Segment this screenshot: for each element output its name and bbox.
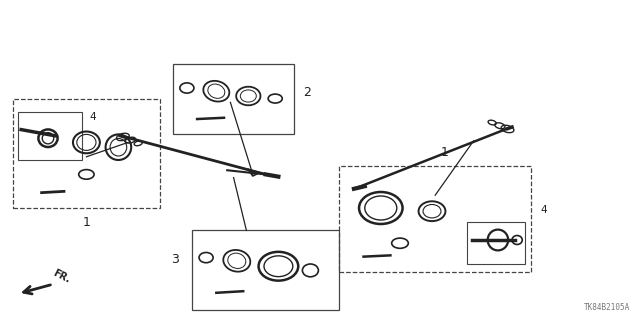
Bar <box>192 230 339 310</box>
Text: 1: 1 <box>441 146 449 158</box>
Bar <box>18 112 82 160</box>
Bar <box>339 166 531 272</box>
Bar <box>13 99 160 208</box>
Text: 3: 3 <box>172 253 179 266</box>
Text: 4: 4 <box>541 204 547 215</box>
Bar <box>173 64 294 134</box>
Text: 2: 2 <box>303 86 310 99</box>
Text: 4: 4 <box>90 112 96 122</box>
Bar <box>467 222 525 264</box>
Text: FR.: FR. <box>51 268 72 285</box>
Text: TK84B2105A: TK84B2105A <box>584 303 630 312</box>
Text: 1: 1 <box>83 216 90 229</box>
